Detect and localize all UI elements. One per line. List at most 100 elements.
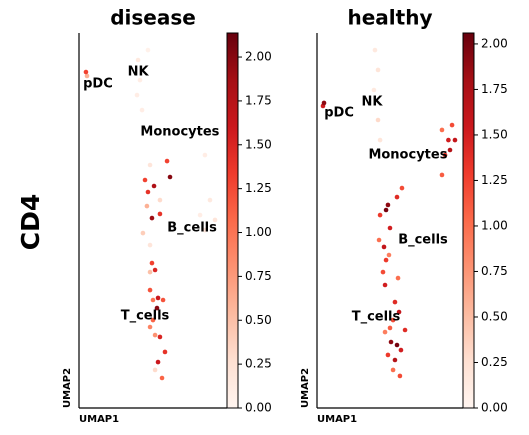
cell-point [212, 217, 218, 223]
cell-point [388, 339, 394, 345]
colorbar-tick-label: 2.00 [481, 36, 508, 50]
colorbar-tick-label: 1.00 [481, 218, 508, 232]
cell-point [197, 212, 203, 218]
colorbar-tick-label: 0.00 [245, 401, 272, 415]
cell-point [207, 197, 213, 203]
cell-point [383, 207, 389, 213]
cell-point [402, 327, 408, 333]
colorbar-tick-label: 1.25 [245, 181, 272, 195]
cell-point [377, 137, 383, 143]
cell-point [381, 244, 387, 250]
cell-point [387, 225, 393, 231]
cell-point [396, 309, 402, 315]
x-axis-label: UMAP1 [79, 414, 119, 425]
cell-point [84, 73, 90, 79]
colorbar-tick-label: 0.75 [245, 269, 272, 283]
colorbar-tick-label: 0.75 [481, 264, 508, 278]
cell-point [135, 57, 141, 63]
cell-point [145, 189, 151, 195]
colorbar-tick-label: 0.00 [481, 401, 508, 415]
cell-point [139, 107, 145, 113]
cell-point [147, 324, 153, 330]
x-axis-label: UMAP1 [317, 414, 357, 425]
y-axis-label: UMAP2 [300, 368, 311, 408]
cell-point [442, 152, 448, 158]
cell-point [392, 357, 398, 363]
cell-point [150, 317, 156, 323]
colorbar-tick-label: 1.75 [245, 93, 272, 107]
cell-point [157, 197, 163, 203]
colorbar-tick-label: 1.00 [245, 225, 272, 239]
cell-point [375, 117, 381, 123]
cell-point [147, 287, 153, 293]
cell-point [372, 47, 378, 53]
cell-point [144, 203, 150, 209]
cell-point [159, 375, 165, 381]
cluster-label: B_cells [398, 233, 448, 248]
cell-point [375, 67, 381, 73]
colorbar-tick-label: 2.00 [245, 50, 272, 64]
colorbar-tick-label: 1.75 [481, 82, 508, 96]
cell-point [147, 242, 153, 248]
cell-point [394, 342, 400, 348]
cell-point [149, 260, 155, 266]
cell-point [390, 367, 396, 373]
cell-point [382, 282, 388, 288]
cell-point [380, 269, 386, 275]
cluster-label: T_cells [352, 310, 401, 325]
cell-point [142, 177, 148, 183]
cell-point [164, 158, 170, 164]
cell-point [390, 317, 396, 323]
cell-point [160, 297, 166, 303]
cell-point [152, 332, 158, 338]
colorbar-tick-label: 0.25 [245, 357, 272, 371]
cell-point [202, 227, 208, 233]
cell-point [439, 172, 445, 178]
panel-title: healthy [348, 6, 433, 30]
cell-point [446, 137, 451, 143]
cell-point [387, 325, 393, 331]
cluster-label: NK [128, 65, 150, 80]
cell-point [371, 87, 377, 93]
cell-point [386, 252, 392, 258]
cell-point [134, 92, 140, 98]
cell-point [155, 295, 161, 301]
cell-point [397, 373, 403, 379]
cell-point [377, 212, 383, 218]
cell-point [398, 347, 404, 353]
cell-point [157, 334, 163, 340]
colorbar-tick-label: 0.50 [245, 313, 272, 327]
cell-point [157, 211, 163, 217]
cell-point [140, 230, 146, 236]
cell-point [394, 194, 400, 200]
colorbar-tick-label: 1.50 [245, 137, 272, 151]
cluster-label: B_cells [167, 221, 217, 236]
cell-point [385, 202, 391, 208]
cell-point [145, 47, 151, 53]
cell-point [149, 215, 155, 221]
cell-point [439, 127, 445, 133]
cluster-label: T_cells [121, 308, 170, 323]
cell-point [452, 137, 458, 143]
cell-point [137, 77, 143, 83]
cell-point [147, 162, 153, 168]
cell-point [152, 367, 158, 373]
cell-point [167, 174, 173, 180]
cell-point [162, 349, 168, 355]
cell-point [399, 185, 405, 191]
colorbar-tick-label: 0.50 [481, 309, 508, 323]
cell-point [447, 147, 453, 153]
cell-point [382, 329, 388, 335]
cluster-label: pDC [324, 106, 354, 121]
y-axis-label: UMAP2 [62, 368, 73, 408]
cluster-label: Monocytes [140, 125, 219, 140]
cell-point [151, 183, 157, 189]
cell-point [449, 122, 455, 128]
cell-point [147, 269, 153, 275]
colorbar [226, 32, 239, 409]
cell-point [202, 152, 208, 158]
cell-point [321, 100, 327, 106]
colorbar [462, 32, 475, 409]
cell-point [155, 359, 161, 365]
